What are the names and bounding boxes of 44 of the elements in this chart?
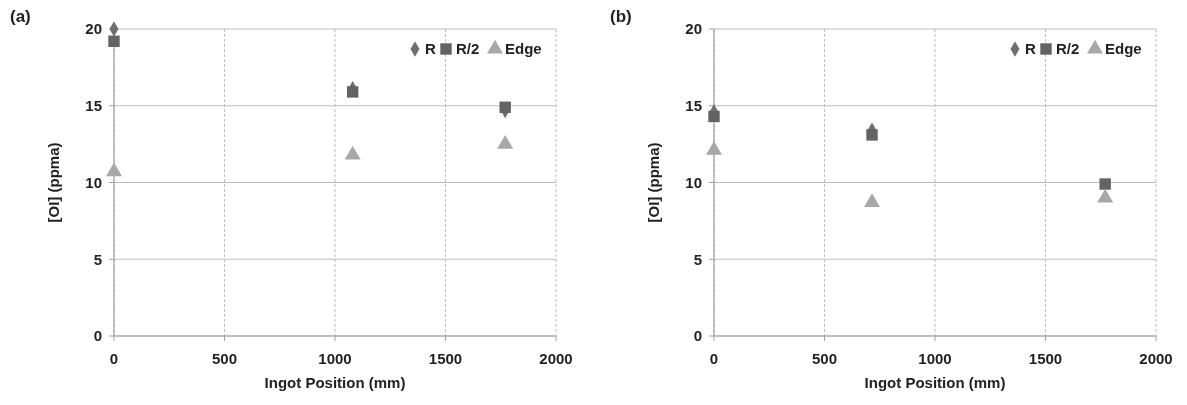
x-tick-label: 2000 — [1139, 350, 1173, 367]
y-tick-label: 5 — [93, 250, 102, 268]
x-tick-label: 0 — [109, 350, 119, 367]
x-tick-label: 1000 — [318, 350, 352, 367]
x-tick-label: 500 — [811, 350, 838, 367]
legend-label: R/2 — [1056, 40, 1080, 57]
point — [708, 110, 720, 123]
point — [866, 129, 878, 141]
x-tick-label: 1500 — [1028, 350, 1063, 367]
legend-label: Edge — [1105, 40, 1142, 57]
y-tick-label: 15 — [85, 97, 102, 114]
legend-label: Edge — [505, 40, 542, 57]
x-tick-label: 500 — [211, 350, 238, 367]
x-tick-label: 1000 — [918, 350, 952, 367]
y-tick-label: 20 — [685, 20, 702, 38]
legend-label: R/2 — [456, 40, 480, 57]
point — [344, 145, 361, 160]
x-axis-title: Ingot Position (mm) — [264, 374, 406, 391]
y-tick-label: 15 — [685, 97, 702, 114]
y-axis-title: [OI] (ppma) — [645, 142, 662, 223]
y-tick-label: 0 — [93, 327, 102, 345]
point — [106, 162, 122, 177]
y-axis-title: [OI] (ppma) — [45, 142, 62, 223]
point — [497, 134, 514, 149]
legend-label: R — [425, 40, 436, 57]
point — [108, 35, 120, 47]
x-tick-label: 1500 — [428, 350, 463, 367]
y-tick-label: 0 — [693, 327, 702, 345]
y-tick-label: 10 — [85, 173, 102, 191]
legend-label: R — [1025, 40, 1036, 57]
y-tick-label: 20 — [85, 20, 102, 38]
point — [499, 101, 511, 113]
point — [864, 193, 880, 208]
chart-title: (b) — [610, 7, 632, 26]
chart-title: (a) — [10, 7, 31, 26]
y-tick-label: 10 — [685, 173, 702, 191]
point — [1099, 178, 1111, 190]
point — [706, 141, 722, 155]
y-tick-label: 5 — [693, 250, 702, 268]
x-tick-label: 0 — [709, 350, 719, 367]
x-axis-title: Ingot Position (mm) — [864, 374, 1006, 391]
x-tick-label: 2000 — [539, 350, 573, 367]
point — [1097, 188, 1114, 203]
point — [346, 86, 359, 98]
